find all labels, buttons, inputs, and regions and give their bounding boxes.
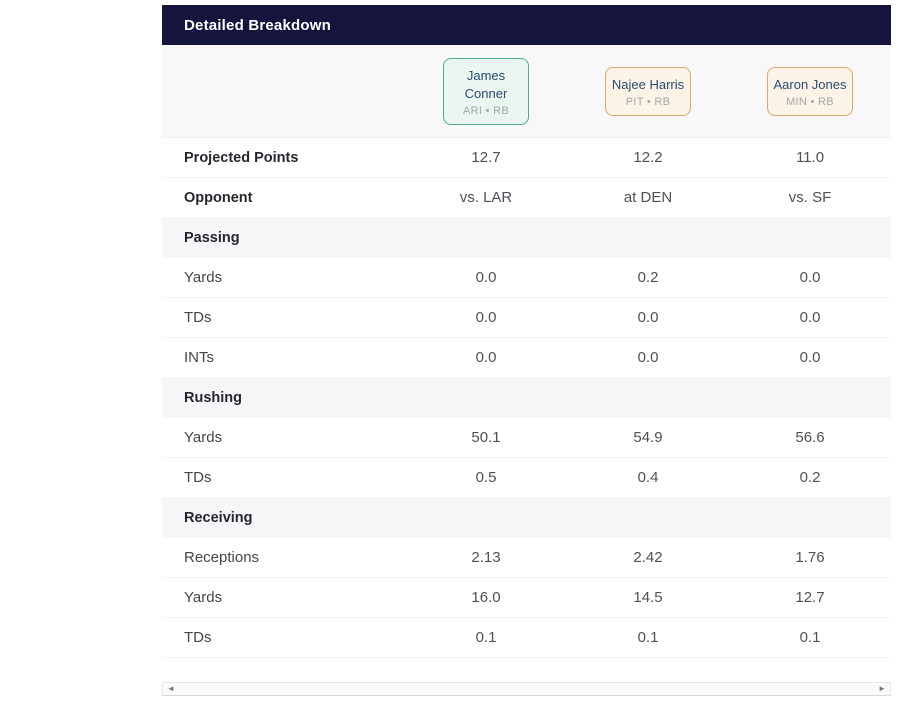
stat-value: 0.0 (799, 309, 821, 326)
section-header-rushing: Rushing (162, 378, 891, 418)
table-row-passing-tds: TDs 0.0 0.0 0.0 (162, 298, 891, 338)
player-team-position: PIT • RB (625, 95, 671, 108)
row-label: Projected Points (184, 149, 299, 166)
row-label: Yards (184, 269, 223, 286)
stat-value: 0.0 (475, 309, 497, 326)
player-column-1: James Conner ARI • RB (405, 57, 567, 125)
section-header-receiving: Receiving (162, 498, 891, 538)
table-row-opponent: Opponent vs. LAR at DEN vs. SF (162, 178, 891, 218)
horizontal-scrollbar[interactable]: ◄ ► (162, 682, 891, 696)
player-name: Aaron Jones (773, 76, 847, 92)
stat-value: 2.13 (471, 549, 501, 566)
row-label: TDs (184, 629, 212, 646)
panel-header: Detailed Breakdown (162, 5, 891, 45)
stat-value: 0.5 (475, 469, 497, 486)
stat-value: 11.0 (795, 149, 825, 166)
stat-value: 1.76 (795, 549, 825, 566)
stat-value: vs. LAR (459, 189, 513, 206)
stat-value: 0.0 (475, 349, 497, 366)
row-label: Yards (184, 429, 223, 446)
stat-value: 14.5 (633, 589, 663, 606)
stat-value: 0.0 (637, 309, 659, 326)
stat-value: 54.9 (633, 429, 663, 446)
row-label: INTs (184, 349, 214, 366)
section-label: Rushing (184, 390, 242, 406)
stat-value: 0.4 (637, 469, 659, 486)
stat-value: 0.1 (799, 629, 821, 646)
bottom-spacer (162, 658, 891, 682)
scroll-left-icon[interactable]: ◄ (167, 684, 175, 693)
stat-value: 0.1 (475, 629, 497, 646)
row-label: TDs (184, 309, 212, 326)
table-row-passing-yards: Yards 0.0 0.2 0.0 (162, 258, 891, 298)
scroll-right-icon[interactable]: ► (878, 684, 886, 693)
table-row-receiving-receptions: Receptions 2.13 2.42 1.76 (162, 538, 891, 578)
row-label: Receptions (184, 549, 260, 566)
table-row-rushing-yards: Yards 50.1 54.9 56.6 (162, 418, 891, 458)
table-row-receiving-tds: TDs 0.1 0.1 0.1 (162, 618, 891, 658)
table-row-receiving-yards: Yards 16.0 14.5 12.7 (162, 578, 891, 618)
player-column-3: Aaron Jones MIN • RB (729, 66, 891, 116)
stat-value: 12.2 (633, 149, 663, 166)
player-card-najee-harris[interactable]: Najee Harris PIT • RB (605, 66, 691, 116)
stat-value: 0.0 (475, 269, 497, 286)
table-row-passing-ints: INTs 0.0 0.0 0.0 (162, 338, 891, 378)
stat-value: 0.2 (799, 469, 821, 486)
stat-value: 2.42 (633, 549, 663, 566)
stat-value: 0.0 (637, 349, 659, 366)
table-row-rushing-tds: TDs 0.5 0.4 0.2 (162, 458, 891, 498)
player-header-row: James Conner ARI • RB Najee Harris PIT •… (162, 45, 891, 138)
row-label: Yards (184, 589, 223, 606)
panel-title: Detailed Breakdown (184, 16, 331, 34)
table-row-projected-points: Projected Points 12.7 12.2 11.0 (162, 138, 891, 178)
section-label: Passing (184, 230, 240, 246)
player-card-james-conner[interactable]: James Conner ARI • RB (443, 57, 529, 125)
row-label: Opponent (184, 189, 253, 206)
player-name: James Conner (464, 67, 508, 101)
stat-value: 50.1 (471, 429, 501, 446)
stat-value: 0.1 (637, 629, 659, 646)
player-team-position: MIN • RB (786, 95, 834, 108)
stat-value: 0.2 (637, 269, 659, 286)
section-header-passing: Passing (162, 218, 891, 258)
section-label: Receiving (184, 510, 253, 526)
stat-value: 0.0 (799, 269, 821, 286)
player-name: Najee Harris (611, 76, 685, 92)
row-label: TDs (184, 469, 212, 486)
stat-value: 0.0 (799, 349, 821, 366)
stat-value: 12.7 (471, 149, 501, 166)
scrollbar-track[interactable] (179, 683, 874, 695)
stat-value: 56.6 (795, 429, 825, 446)
player-column-2: Najee Harris PIT • RB (567, 66, 729, 116)
stat-value: 12.7 (795, 589, 825, 606)
player-team-position: ARI • RB (463, 104, 509, 117)
player-card-aaron-jones[interactable]: Aaron Jones MIN • RB (767, 66, 853, 116)
stat-value: vs. SF (788, 189, 832, 206)
stat-value: 16.0 (471, 589, 501, 606)
detailed-breakdown-panel: Detailed Breakdown James Conner ARI • RB… (162, 5, 891, 696)
stat-value: at DEN (623, 189, 673, 206)
